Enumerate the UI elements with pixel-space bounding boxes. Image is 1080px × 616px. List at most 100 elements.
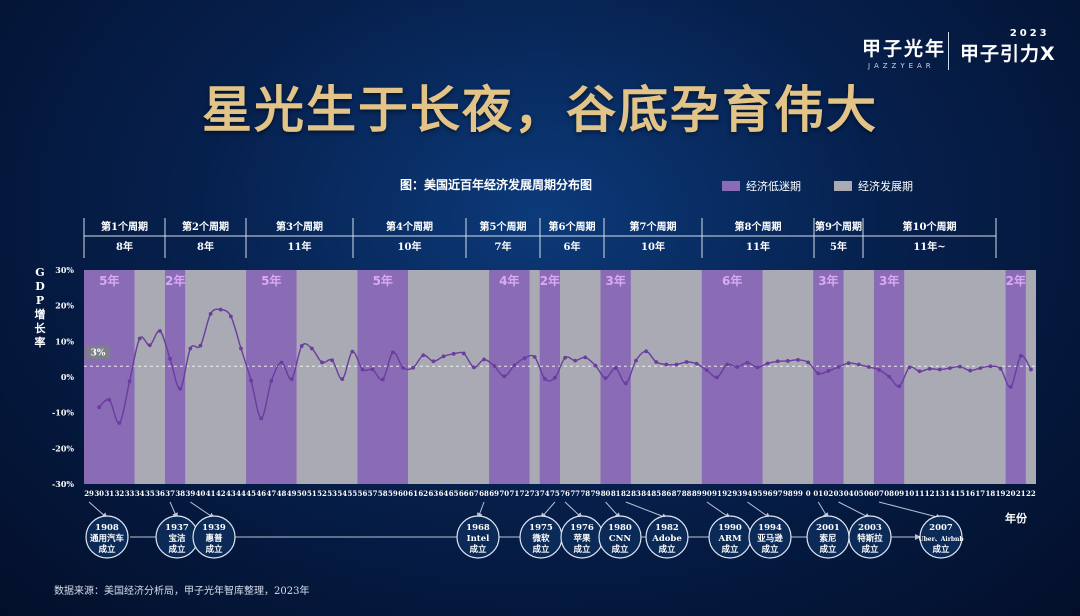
x-tick-label: 14 (945, 489, 955, 498)
x-tick-label: 92 (722, 489, 732, 498)
x-tick-label: 74 (540, 489, 550, 498)
x-tick-label: 76 (560, 489, 570, 498)
company-event-circle (848, 515, 892, 559)
x-tick-label: 96 (763, 489, 773, 498)
x-tick-label: 99 (793, 489, 803, 498)
company-event-caption: 成立 (932, 544, 950, 555)
gdp-data-point (704, 368, 709, 373)
company-event-name: Adobe (651, 534, 682, 544)
x-tick-label: 22 (1026, 489, 1036, 498)
gdp-data-point (644, 349, 648, 354)
recession-band (489, 270, 530, 484)
gdp-data-point (1008, 385, 1013, 389)
reference-line-badge (86, 345, 110, 360)
company-event-caption: 成立 (658, 544, 676, 555)
recession-band (701, 270, 763, 484)
recession-duration-label: 2年 (1006, 273, 1026, 288)
company-event-year: 1990 (718, 523, 742, 533)
gdp-data-point (350, 349, 355, 354)
timeline-pointer (88, 501, 108, 519)
company-event-year: 1939 (202, 523, 226, 533)
y-tick-label: -10% (52, 408, 74, 418)
gdp-data-point (522, 356, 527, 360)
x-tick-label: 33 (125, 489, 135, 498)
legend-item-recession: 经济低迷期 (722, 178, 801, 194)
x-tick-label: 53 (327, 489, 337, 498)
gdp-data-point (532, 355, 537, 359)
legend-label-growth: 经济发展期 (858, 180, 913, 193)
gdp-data-point (441, 354, 446, 359)
cycle-headers: 第1个周期 8年 第2个周期 8年 第3个周期 11年 第4个周期 10年 第5个周期 7年 第6个… (83, 218, 997, 258)
gdp-data-point (461, 351, 466, 356)
company-event-year: 2003 (858, 523, 882, 533)
gdp-data-point (1018, 354, 1023, 358)
x-tick-label: 95 (753, 489, 763, 498)
x-tick-label: 91 (712, 489, 722, 498)
x-tick-label: 32 (115, 489, 125, 498)
gdp-data-point (340, 377, 345, 382)
x-tick-label: 71 (510, 489, 520, 498)
x-tick-label: 10 (905, 489, 915, 498)
gdp-data-point (198, 343, 203, 348)
x-tick-label: 11 (915, 489, 925, 498)
cycle-label: 第1个周期 (101, 220, 148, 233)
x-tick-label: 52 (317, 489, 327, 498)
recession-duration-label: 6年 (722, 273, 742, 288)
x-tick-label: 93 (732, 489, 742, 498)
company-event-year: 1908 (95, 523, 119, 533)
event-logo: 2023 甲子引力X (960, 28, 1056, 66)
gdp-data-point (583, 355, 588, 360)
company-event-caption: 成立 (761, 544, 779, 555)
x-tick-label: 56 (358, 489, 368, 498)
gdp-data-point (1029, 367, 1033, 372)
x-tick-label: 84 (641, 489, 651, 498)
y-axis-label-char: 率 (35, 335, 46, 349)
company-event-caption: 成立 (98, 544, 116, 555)
x-tick-label: 07 (874, 489, 884, 498)
cycle-label: 第9个周期 (815, 220, 862, 233)
x-tick-label: 81 (611, 489, 621, 498)
x-tick-label: 05 (854, 489, 864, 498)
gdp-data-point (330, 358, 335, 363)
gdp-data-point (421, 353, 426, 358)
company-event-year: 1975 (529, 523, 553, 533)
company-event-year: 1968 (466, 523, 490, 533)
brand-logo: 甲子光年 JAZZYEAR (862, 34, 946, 70)
growth-band (408, 270, 490, 484)
cycle-years: 5年 (830, 240, 847, 253)
x-tick-label: 49 (287, 489, 297, 498)
x-tick-label: 98 (783, 489, 793, 498)
gdp-data-point (968, 368, 973, 373)
x-tick-label: 58 (378, 489, 388, 498)
gdp-data-point (380, 377, 385, 382)
growth-band (296, 270, 358, 484)
recession-duration-label: 5年 (373, 273, 393, 288)
x-tick-label: 88 (682, 489, 692, 498)
x-tick-label: 19 (996, 489, 1006, 498)
gdp-data-point (107, 397, 112, 402)
event-logo-year: 2023 (1009, 28, 1050, 39)
gdp-data-point (897, 384, 902, 389)
gdp-data-point (553, 375, 557, 380)
gdp-data-point (917, 369, 922, 374)
growth-band (1025, 270, 1036, 484)
brand-divider (948, 32, 949, 70)
x-tick-label: 78 (580, 489, 590, 498)
company-event-year: 1982 (655, 523, 679, 533)
gdp-data-point (846, 361, 851, 365)
company-event-name: 通用汽车 (90, 533, 125, 544)
x-tick-label: 77 (570, 489, 580, 498)
gdp-data-point (937, 367, 942, 372)
gdp-data-point (877, 367, 881, 372)
gdp-data-point (664, 362, 669, 367)
gdp-data-point (988, 364, 993, 369)
recession-duration-label: 5年 (99, 273, 119, 288)
x-tick-label: 17 (975, 489, 985, 498)
x-tick-label: 08 (884, 489, 894, 498)
y-axis-label-char: D (35, 280, 45, 293)
